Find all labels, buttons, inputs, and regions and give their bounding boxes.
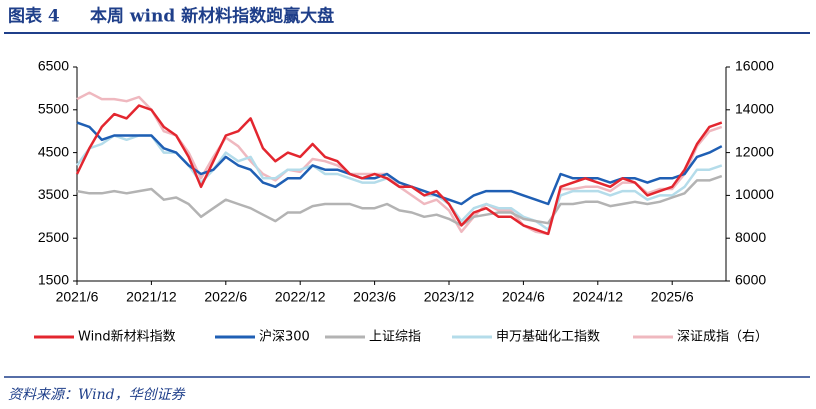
chart-title: 本周 wind 新材料指数跑赢大盘 xyxy=(90,6,334,27)
y2-tick-label: 10000 xyxy=(735,186,774,202)
x-tick-label: 2021/12 xyxy=(126,289,177,305)
x-tick-label: 2025/6 xyxy=(651,289,694,305)
series-line xyxy=(75,104,723,236)
series-line xyxy=(76,174,723,227)
y2-tick-label: 8000 xyxy=(735,229,766,245)
y2-tick-label: 16000 xyxy=(735,58,774,74)
series-line xyxy=(76,91,723,236)
x-tick-label: 2023/12 xyxy=(424,289,475,305)
y2-tick-label: 6000 xyxy=(735,272,766,288)
y2-tick-label: 14000 xyxy=(735,101,774,117)
series-line xyxy=(76,121,723,206)
source: 资料来源：Wind，华创证券 xyxy=(8,387,186,403)
legend-label: Wind新材料指数 xyxy=(78,329,176,345)
legend-label: 深证成指（右） xyxy=(677,330,768,345)
y-tick-label: 5500 xyxy=(38,101,69,117)
y-tick-label: 4500 xyxy=(38,143,69,159)
y-tick-label: 3500 xyxy=(38,186,69,202)
legend-label: 沪深300 xyxy=(259,329,310,345)
legend-label: 申万基础化工指数 xyxy=(496,330,600,345)
x-tick-label: 2022/6 xyxy=(204,289,247,305)
x-tick-label: 2021/6 xyxy=(56,289,99,305)
x-tick-label: 2022/12 xyxy=(275,289,326,305)
y2-tick-label: 12000 xyxy=(735,143,774,159)
figure-label: 图表 4 xyxy=(8,6,60,27)
x-tick-label: 2023/6 xyxy=(353,289,396,305)
legend-label: 上证综指 xyxy=(369,330,421,345)
x-tick-label: 2024/12 xyxy=(572,289,623,305)
y-tick-label: 2500 xyxy=(38,229,69,245)
y-tick-label: 1500 xyxy=(38,272,69,288)
y-tick-label: 6500 xyxy=(38,58,69,74)
x-tick-label: 2024/6 xyxy=(502,289,545,305)
